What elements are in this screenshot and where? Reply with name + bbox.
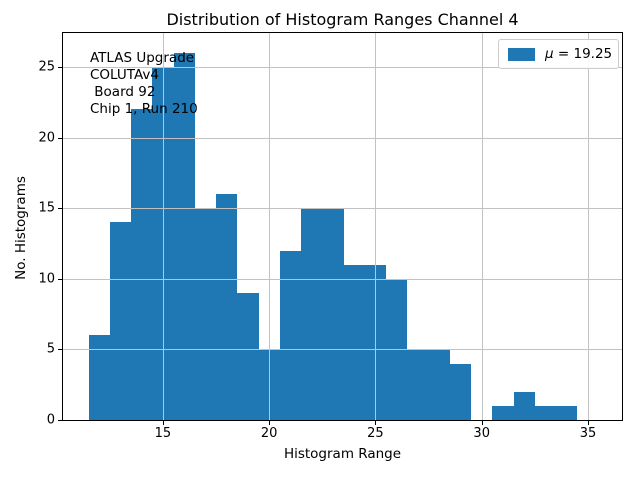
plot-area: ATLAS Upgrade COLUTAv4 Board 92 Chip 1, Ru… [38, 32, 623, 440]
y-tick-label: 5 [46, 341, 55, 357]
y-tick-mark [58, 420, 62, 421]
x-gridline [375, 33, 377, 420]
x-tick-mark [162, 421, 164, 425]
histogram-bar [216, 194, 238, 420]
y-tick-label: 20 [38, 130, 55, 146]
histogram-bar [194, 208, 217, 420]
y-tick-mark [58, 66, 62, 68]
x-tick-label: 25 [367, 426, 384, 441]
y-gridline [63, 278, 622, 280]
x-gridline [269, 33, 271, 420]
annotation-line-2: COLUTAv4 [90, 67, 160, 83]
x-tick-label: 20 [260, 426, 278, 441]
histogram-bar [301, 208, 323, 420]
histogram-bar [556, 405, 578, 420]
histogram-bar [131, 109, 153, 420]
y-tick-mark [58, 137, 62, 139]
histogram-bar [534, 405, 557, 420]
legend-swatch [508, 47, 535, 61]
histogram-bar [237, 292, 259, 420]
legend-label: μ = 19.25 [545, 46, 612, 62]
y-tick-label: 0 [46, 412, 55, 428]
histogram-bar [279, 250, 302, 420]
histogram-bar [343, 264, 365, 420]
y-tick-label: 15 [38, 200, 55, 216]
y-gridline [63, 349, 622, 351]
annotation-text: ATLAS Upgrade COLUTAv4 Board 92 Chip 1, Ru… [90, 50, 198, 118]
y-tick-label: 25 [38, 59, 55, 75]
x-tick-mark [269, 421, 271, 425]
y-tick-mark [58, 208, 62, 210]
x-tick-mark [375, 421, 377, 425]
y-tick-mark [58, 278, 62, 280]
histogram-bar [449, 363, 472, 420]
y-axis-label: No. Histograms [13, 176, 29, 280]
histogram-bar [173, 52, 195, 420]
x-gridline [587, 33, 589, 420]
legend: μ = 19.25 [498, 39, 619, 69]
y-tick-mark [58, 349, 62, 351]
histogram-bar [88, 335, 110, 420]
legend-value: = 19.25 [553, 46, 613, 62]
histogram-bar [322, 208, 344, 420]
x-tick-label: 35 [579, 426, 597, 441]
annotation-line-1: ATLAS Upgrade [90, 50, 195, 66]
histogram-bar [407, 349, 429, 420]
y-gridline [63, 137, 622, 139]
histogram-bar [428, 349, 450, 420]
x-gridline [162, 33, 164, 420]
histogram-bar [513, 391, 535, 420]
y-gridline [63, 208, 622, 210]
x-tick-mark [481, 421, 483, 425]
histogram-bar [492, 405, 514, 420]
x-tick-label: 30 [473, 426, 490, 441]
histogram-bar [109, 222, 131, 420]
x-gridline [481, 33, 483, 420]
x-axis-label: Histogram Range [283, 446, 402, 462]
y-tick-label: 10 [38, 271, 55, 287]
y-gridline [63, 66, 622, 68]
x-tick-mark [587, 421, 589, 425]
chart-title: Distribution of Histogram Ranges Channel… [166, 10, 519, 29]
x-tick-label: 15 [154, 426, 172, 441]
legend-mu-symbol: μ [545, 46, 554, 62]
annotation-line-4: Chip 1, Run 210 [90, 101, 198, 117]
annotation-line-3: Board 92 [90, 84, 156, 100]
